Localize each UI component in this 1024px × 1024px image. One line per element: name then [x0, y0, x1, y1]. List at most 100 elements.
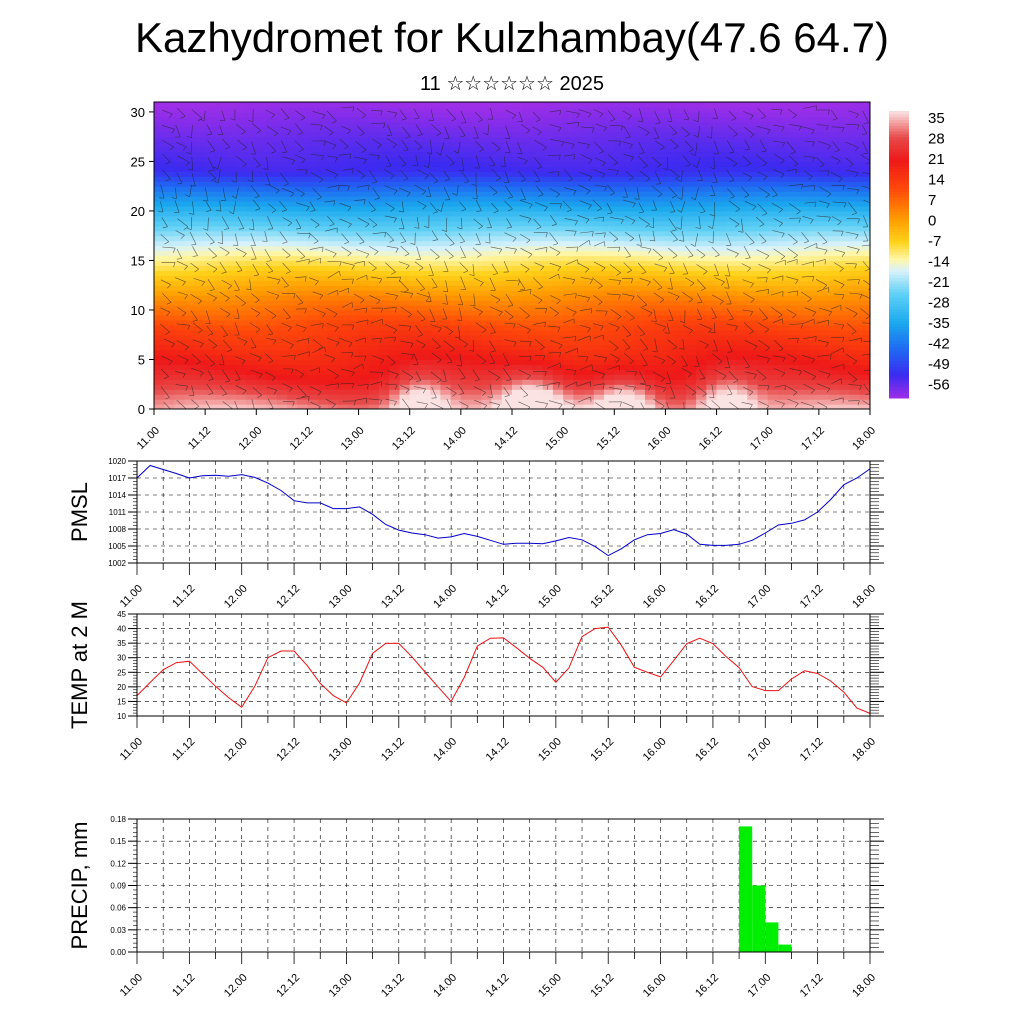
section-cell: [419, 389, 431, 395]
section-cell: [154, 369, 165, 375]
section-cell: [491, 314, 503, 321]
section-cell: [818, 102, 830, 108]
section-cell: [338, 151, 349, 158]
section-cell: [205, 210, 216, 217]
section-cell: [675, 121, 687, 128]
wind-barb: [385, 292, 398, 296]
section-cell: [430, 146, 441, 153]
section-cell: [808, 359, 820, 366]
section-cell: [552, 324, 564, 331]
section-cell: [512, 250, 523, 257]
wind-barb: [384, 215, 397, 219]
section-cell: [266, 215, 278, 222]
section-cell: [205, 300, 216, 306]
section-cell: [604, 240, 615, 247]
section-cell: [368, 126, 380, 133]
section-cell: [767, 151, 779, 158]
section-cell: [604, 354, 615, 361]
section-cell: [798, 334, 810, 341]
section-cell: [276, 329, 288, 336]
section-cell: [307, 275, 319, 281]
wind-barb: [384, 324, 398, 331]
section-cell: [542, 374, 554, 380]
section-cell: [583, 215, 595, 222]
section-cell: [327, 116, 339, 123]
section-cell: [573, 280, 585, 286]
section-cell: [399, 121, 411, 128]
section-cell: [522, 394, 534, 400]
section-cell: [767, 374, 779, 380]
section-cell: [368, 344, 380, 351]
section-cell: [389, 146, 401, 153]
section-cell: [512, 374, 523, 380]
section-cell: [777, 329, 789, 336]
section-cell: [266, 369, 278, 375]
section-cell: [696, 364, 707, 370]
section-cell: [757, 166, 769, 172]
section-cell: [859, 191, 870, 197]
section-cell: [747, 225, 759, 232]
section-cell: [614, 171, 626, 177]
section-cell: [563, 111, 574, 118]
section-cell: [552, 205, 564, 212]
section-cell: [512, 230, 523, 237]
section-cell: [389, 265, 401, 271]
section-cell: [235, 161, 247, 167]
section-cell: [665, 235, 677, 242]
section-cell: [644, 344, 656, 351]
wind-barb-flag: [159, 197, 165, 199]
section-cell: [389, 205, 401, 212]
section-cell: [430, 205, 441, 212]
section-cell: [655, 285, 667, 291]
section-cell: [849, 141, 861, 148]
section-cell: [563, 309, 574, 316]
section-cell: [593, 186, 605, 192]
section-cell: [246, 230, 257, 237]
section-cell: [174, 186, 186, 192]
section-cell: [399, 295, 411, 301]
section-cell: [194, 141, 206, 148]
section-cell: [614, 225, 626, 232]
section-cell: [675, 394, 687, 400]
section-cell: [644, 102, 656, 108]
section-cell: [164, 314, 176, 321]
section-cell: [419, 344, 431, 351]
section-cell: [716, 176, 728, 182]
section-cell: [450, 126, 462, 133]
wind-barb: [281, 322, 292, 328]
section-cell: [450, 111, 462, 118]
section-cell: [368, 260, 380, 266]
section-cell: [338, 394, 349, 400]
section-cell: [379, 339, 390, 346]
section-cell: [368, 240, 380, 247]
section-cell: [604, 319, 615, 326]
section-cell: [839, 334, 851, 341]
section-cell: [798, 275, 810, 281]
section-cell: [685, 116, 697, 123]
section-cell: [604, 181, 615, 187]
section-cell: [593, 379, 605, 385]
section-cell: [604, 329, 615, 336]
section-cell: [685, 220, 697, 227]
section-cell: [644, 399, 656, 405]
wind-barb-flag: [394, 295, 398, 301]
section-cell: [829, 156, 840, 163]
section-cell: [430, 230, 441, 237]
section-cell: [655, 369, 667, 375]
section-cell: [604, 116, 615, 123]
section-cell: [839, 176, 851, 182]
section-cell: [379, 324, 390, 331]
wind-barb: [176, 260, 188, 267]
section-cell: [307, 136, 319, 143]
section-cell: [573, 300, 585, 306]
wind-barb: [341, 233, 350, 243]
section-cell: [205, 220, 216, 227]
section-cell: [286, 166, 298, 172]
section-cell: [307, 106, 319, 113]
section-cell: [583, 240, 595, 247]
section-cell: [798, 255, 810, 262]
section-cell: [409, 215, 421, 222]
wind-barb: [208, 338, 218, 346]
section-cell: [767, 300, 779, 306]
section-cell: [164, 389, 176, 395]
